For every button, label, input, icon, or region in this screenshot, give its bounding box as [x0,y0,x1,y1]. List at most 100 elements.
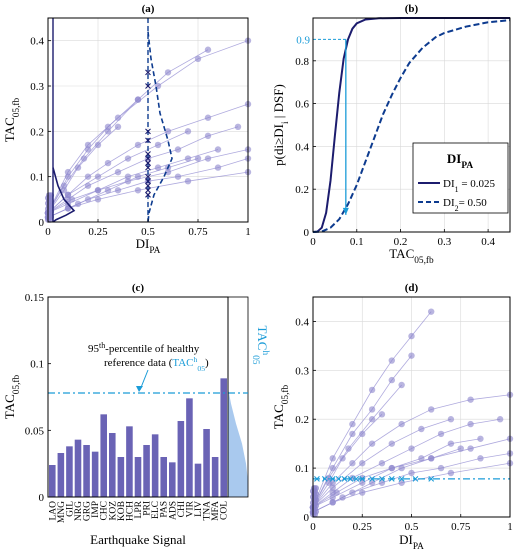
annotation-part: ) [205,357,209,369]
data-point [214,146,222,153]
x-marker [145,164,151,171]
bar [160,457,167,497]
data-point [467,445,474,452]
x-tick-label: 0 [310,521,316,533]
panel-a: 0 0.25 0.5 0.75 1 0 0.1 0.2 0.3 0.4 (a) DIPA TAC05,f… [2,3,252,256]
data-point [114,187,122,194]
bar [220,378,227,497]
x-tick-label: 0.5 [405,521,419,533]
x-tick-label: 0.25 [88,226,108,238]
x-axis-label-part: PA [149,246,160,256]
data-point [329,455,336,462]
annotation-part: TAC [172,357,193,369]
y-tick-label: 0.4 [30,36,44,48]
category-label: GIL [65,501,75,517]
x-tick-label: 0.75 [451,521,471,533]
y-tick-label: 0.4 [295,141,309,153]
x-tick-label: 0 [310,236,316,248]
x-marker [145,155,151,162]
data-point [174,146,182,153]
side-label: TACh05 [250,326,270,365]
side-label-part: h [260,350,270,355]
threshold-marker [379,475,385,482]
y-axis-label-part: TAC [2,394,17,419]
category-label: ELC [151,501,161,519]
annotation-line-1-part: th [99,341,105,350]
axes-frame [47,296,229,498]
data-point [388,464,395,472]
bar [211,457,219,497]
data-point [184,128,192,135]
x-tick-label: 0.4 [481,236,495,248]
cdf-curve-2 [312,19,511,233]
bar [117,457,125,497]
data-point [84,173,92,180]
density-curve-di2 [147,31,173,223]
threshold-marker [329,475,336,482]
x-marker [145,191,151,198]
x-marker [145,83,151,89]
series-line-10 [47,158,199,218]
data-point [114,168,122,176]
category-label: PAS [160,501,170,518]
data-point [349,460,356,467]
data-point [408,352,415,359]
annotation-arrowhead [136,386,143,392]
data-point [94,173,102,180]
annotation-part: 05 [197,364,205,373]
data-point [408,332,415,340]
data-point [408,445,415,452]
legend-entry-1-part: = 0.025 [459,178,496,190]
data-point [359,460,366,467]
threshold-marker [321,475,328,482]
data-point [388,357,395,364]
data-point [408,469,415,477]
data-point [94,141,102,149]
bar [134,457,142,497]
bar [57,453,65,497]
annotation-part: h [194,355,198,364]
data-point [154,164,162,171]
y-tick-label: 0.3 [295,365,309,377]
data-point [345,445,352,452]
data-point [418,425,425,433]
x-axis-label-part: 05,fb [414,255,434,266]
x-marker [145,151,151,157]
data-point [378,411,386,418]
y-tick-label: 0.1 [30,172,44,184]
bar [109,433,116,497]
y-axis-label-part: i [281,121,291,124]
y-axis-label-part: p(di≥DI [271,124,286,166]
x-marker [145,182,151,189]
annotation-part: reference data ( [104,357,173,369]
y-axis-label: TAC05,fb [2,374,22,419]
data-point [64,168,72,176]
x-marker [145,178,151,185]
data-point [174,173,182,180]
data-point [349,420,356,428]
threshold-marker [398,475,405,482]
series-line-10 [312,448,461,513]
data-point [154,141,162,149]
data-point [418,455,425,462]
threshold-marker [335,475,342,482]
x-tick-label: 0.75 [188,226,208,238]
y-tick-label: 0.8 [295,56,309,68]
legend-entry-2-part: DI [443,197,455,209]
data-point [164,69,172,76]
data-point [80,155,88,162]
threshold-marker [359,475,366,482]
category-label: MFA [211,501,221,521]
bar [151,434,159,497]
annotation-line-1-part: -percentile of healthy [105,343,200,355]
data-point [134,96,142,103]
series-line-3 [312,394,511,508]
legend-entry-1-part: 1 [455,185,459,194]
y-tick-label: 0.2 [295,184,309,196]
category-label: VIR [185,500,195,517]
x-marker [145,128,151,135]
y-tick-label: 0.2 [295,414,309,426]
data-point [184,178,192,185]
data-point [398,464,405,472]
